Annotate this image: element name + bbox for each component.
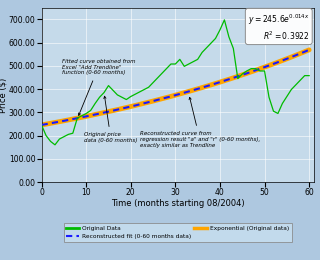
Text: Fitted curve obtained from
Excel "Add Trendline"
function (0-60 months): Fitted curve obtained from Excel "Add Tr…: [62, 59, 135, 115]
Text: Reconstructed curve from
regression result "a" and "r" (0-60 months),
exactly si: Reconstructed curve from regression resu…: [140, 97, 260, 147]
Text: Original price
data (0-60 months): Original price data (0-60 months): [84, 96, 137, 143]
X-axis label: Time (months starting 08/2004): Time (months starting 08/2004): [111, 199, 244, 208]
Text: $y = 245.6e^{0.014x}$
$R^2 = 0.3922$: $y = 245.6e^{0.014x}$ $R^2 = 0.3922$: [248, 13, 309, 42]
Legend: Original Data, Reconstructed fit (0-60 months data), Exponential (Original data): Original Data, Reconstructed fit (0-60 m…: [63, 223, 292, 242]
Y-axis label: Price ($): Price ($): [0, 77, 7, 113]
